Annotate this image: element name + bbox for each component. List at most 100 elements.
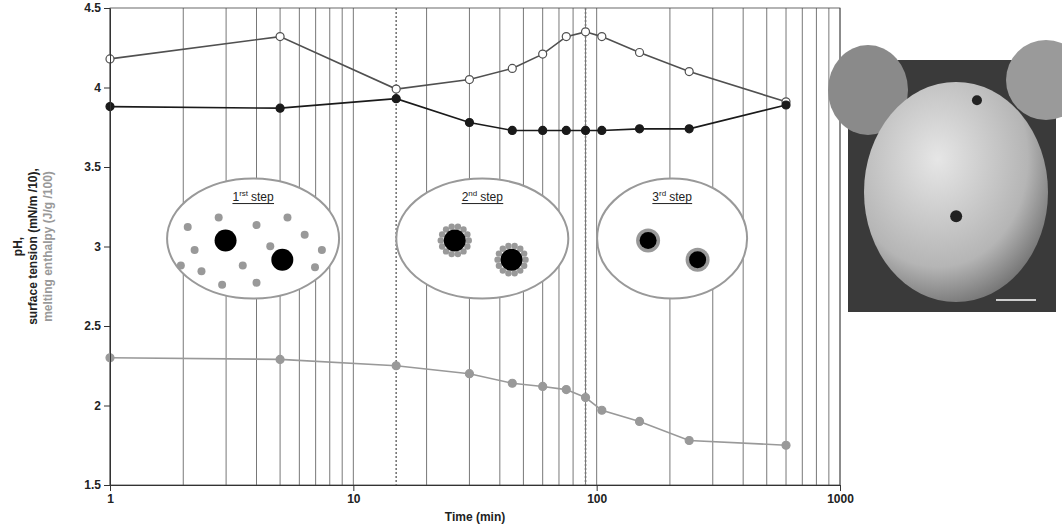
data-point	[465, 370, 473, 378]
inset-shell	[636, 228, 660, 252]
tick-mark	[104, 88, 110, 89]
inset-particle	[253, 221, 261, 229]
y-axis-title-line: melting enthalpy (J/g /100)	[41, 171, 55, 322]
data-point	[582, 126, 590, 134]
tick: 2	[94, 399, 110, 413]
step-inset: 3rdstep	[597, 179, 747, 299]
grid-line	[786, 8, 787, 485]
step-underline	[232, 203, 274, 204]
data-point	[685, 68, 693, 76]
data-point	[636, 417, 644, 425]
data-point	[276, 104, 284, 112]
data-point	[562, 386, 570, 394]
y-axis-title-line: pH,	[11, 237, 25, 256]
data-point	[392, 362, 400, 370]
step-insets: 1rststep 2ndstep 3rdstep	[167, 179, 747, 299]
data-point	[562, 126, 570, 134]
inset-particle	[266, 242, 274, 250]
inset-particle	[438, 237, 444, 243]
tick-label: 4	[94, 81, 101, 95]
tick: 100	[587, 485, 607, 506]
grid-line	[802, 8, 803, 485]
x-axis-title: Time (min)	[445, 510, 505, 524]
inset-particle	[522, 256, 528, 262]
inset-particle	[283, 213, 291, 221]
step-label: 2ndstep	[462, 189, 504, 204]
inset-droplet	[271, 249, 293, 271]
step-superscript: nd	[468, 189, 477, 198]
tick-mark	[104, 406, 110, 407]
tick-mark	[840, 485, 841, 491]
step-superscript: rst	[239, 189, 249, 198]
tick: 3.5	[84, 160, 110, 174]
step-underline	[462, 203, 504, 204]
particle	[864, 82, 1048, 302]
tick: 3	[94, 240, 110, 254]
tick-mark	[597, 485, 598, 491]
data-point	[508, 379, 516, 387]
plot-marks	[106, 28, 790, 449]
tick-mark	[104, 326, 110, 327]
inset-ellipse	[396, 179, 568, 299]
data-point	[582, 394, 590, 402]
axis-line	[111, 485, 841, 486]
tick-label: 2.5	[84, 319, 101, 333]
inset-particle	[505, 270, 511, 276]
particle-pore	[972, 95, 982, 105]
x-axis: 1101001000	[107, 485, 854, 506]
inset-particle	[197, 267, 205, 275]
step-underline	[652, 203, 692, 204]
chart-svg: 1rststep2ndstep3rdstep11010010001.522.53…	[0, 0, 1062, 532]
inset-particle	[448, 251, 454, 257]
inset-particle	[521, 250, 527, 256]
inset-droplet	[640, 232, 657, 249]
grid-line	[585, 8, 586, 485]
step-label: 1rststep	[232, 189, 274, 204]
tick-mark	[104, 247, 110, 248]
grid-line	[816, 8, 817, 485]
inset-particle	[239, 261, 247, 269]
inset-particle	[311, 263, 319, 271]
step-word: step	[251, 190, 274, 204]
y-axis-title-line: surface tension (mN/m /10),	[26, 168, 40, 325]
series-line	[110, 358, 786, 445]
inset-particle	[184, 223, 192, 231]
inset-particle	[177, 261, 185, 269]
tick-label: 2	[94, 399, 101, 413]
data-point	[598, 406, 606, 414]
data-point	[508, 64, 516, 72]
inset-particle	[455, 251, 461, 257]
tick-mark	[353, 485, 354, 491]
inset-droplet	[444, 229, 466, 251]
tick-label: 10	[347, 492, 361, 506]
data-point	[392, 95, 400, 103]
data-point	[392, 85, 400, 93]
particle-pore	[950, 210, 962, 222]
inset-particle	[301, 231, 309, 239]
inset-particle	[215, 213, 223, 221]
axis-line	[110, 9, 111, 486]
inset-particle	[494, 256, 500, 262]
data-point	[685, 125, 693, 133]
step-inset: 1rststep	[167, 179, 339, 299]
data-point	[508, 126, 516, 134]
tick-mark	[110, 485, 111, 491]
tick: 1000	[827, 485, 854, 506]
data-point	[782, 101, 790, 109]
tick: 4	[94, 81, 110, 95]
data-point	[539, 382, 547, 390]
inset-particle	[448, 224, 454, 230]
data-point	[276, 33, 284, 41]
inset-particle	[218, 281, 226, 289]
grid-line	[573, 8, 574, 485]
y-axis-title: pH,surface tension (mN/m /10),melting en…	[11, 168, 55, 325]
data-point	[598, 33, 606, 41]
inset-droplet	[689, 251, 706, 268]
inset-particle	[464, 231, 470, 237]
tick-label: 100	[587, 492, 607, 506]
tick-label: 1000	[827, 492, 854, 506]
tick: 10	[347, 485, 361, 506]
data-point	[636, 49, 644, 57]
inset-particle	[511, 243, 517, 249]
data-point	[598, 126, 606, 134]
